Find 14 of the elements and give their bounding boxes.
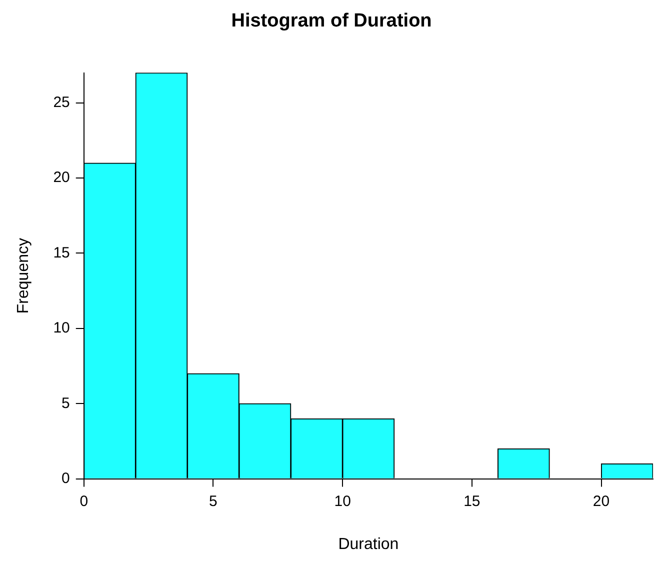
x-tick-label: 15 <box>464 492 480 510</box>
y-tick-label: 10 <box>53 320 70 337</box>
chart-title: Histogram of Duration <box>231 10 432 32</box>
x-tick-label: 20 <box>592 492 610 510</box>
y-tick-label: 15 <box>53 244 70 262</box>
x-tick-label: 5 <box>209 492 218 510</box>
y-tick-label: 0 <box>62 470 70 487</box>
x-tick-label: 0 <box>80 492 88 510</box>
y-tick-label: 5 <box>62 394 70 412</box>
y-axis-title: Frequency <box>15 238 32 314</box>
y-tick-label: 20 <box>53 169 70 186</box>
x-axis-title: Duration <box>338 536 399 553</box>
y-tick-label: 25 <box>53 94 70 112</box>
x-tick-label: 10 <box>334 492 351 510</box>
